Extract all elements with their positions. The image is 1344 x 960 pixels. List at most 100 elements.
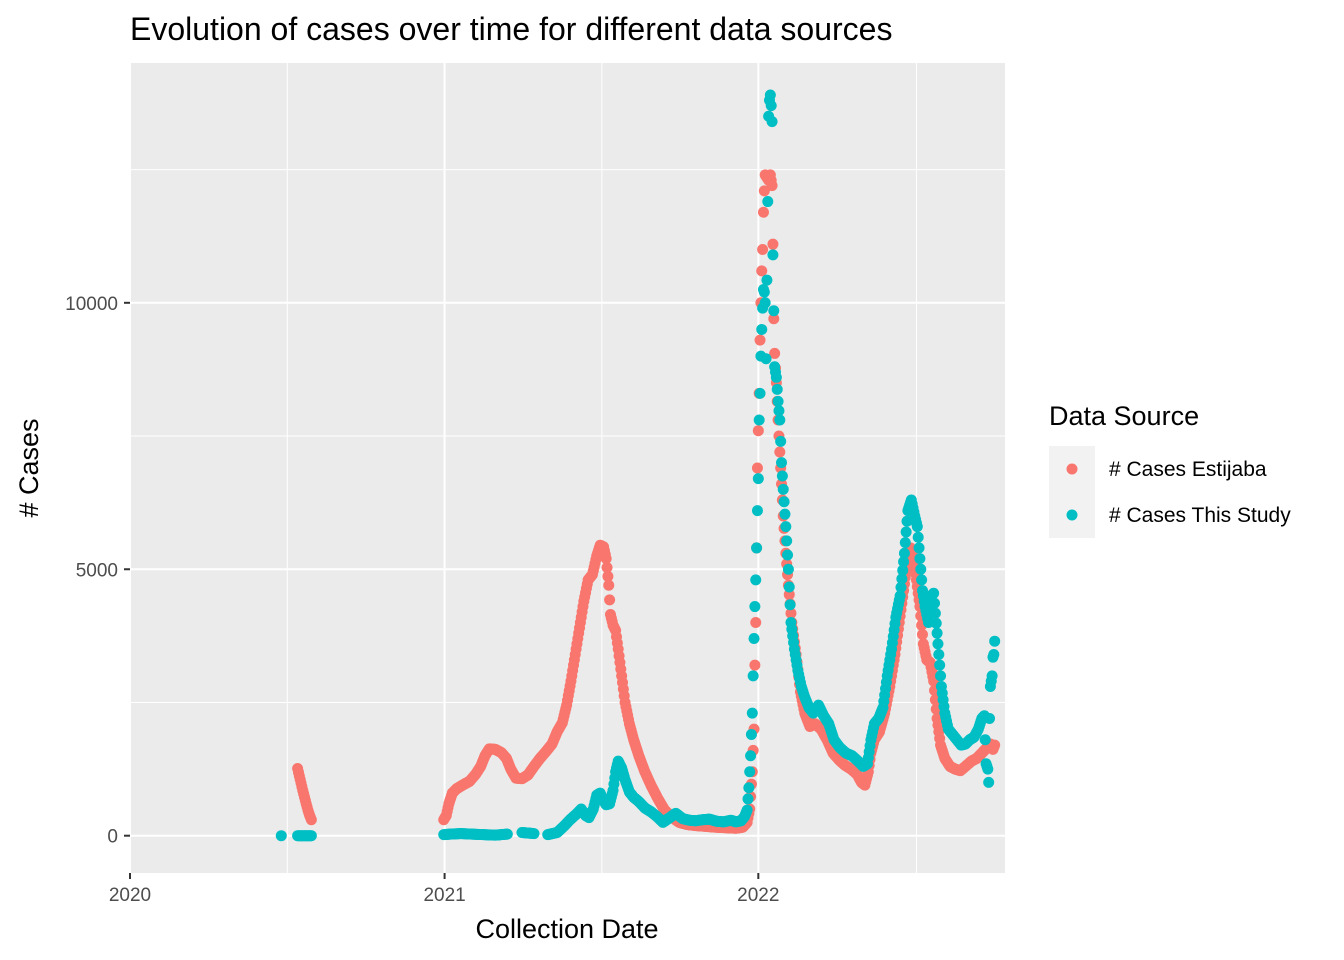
data-point — [899, 537, 911, 549]
axes: 0 5000 10000 2020 2021 2022 — [65, 294, 779, 906]
data-point — [746, 707, 758, 719]
data-point — [928, 587, 940, 599]
y-tick-label: 5000 — [76, 560, 118, 581]
legend-key-this-study — [1066, 509, 1078, 521]
data-point — [756, 265, 768, 277]
data-point — [933, 649, 945, 661]
data-point — [913, 542, 925, 554]
data-point — [930, 617, 942, 629]
data-point — [929, 597, 941, 609]
x-tick-label: 2020 — [109, 885, 151, 906]
data-point — [781, 535, 793, 547]
data-point — [751, 542, 763, 554]
x-tick-label: 2022 — [737, 885, 779, 906]
data-point — [758, 185, 770, 197]
plot-panel — [130, 63, 1005, 873]
data-point — [759, 297, 771, 309]
data-point — [929, 694, 941, 706]
data-point — [762, 196, 774, 208]
data-point — [778, 496, 790, 508]
data-point — [603, 579, 615, 591]
data-point — [932, 638, 944, 650]
data-point — [745, 750, 757, 762]
data-point — [984, 712, 996, 724]
x-axis-title: Collection Date — [475, 914, 658, 944]
data-point — [914, 553, 926, 565]
data-point — [761, 274, 773, 286]
data-point — [764, 89, 776, 101]
data-point — [912, 531, 924, 543]
data-point — [604, 594, 616, 606]
data-point — [901, 515, 913, 527]
data-point — [758, 286, 770, 298]
data-point — [768, 305, 780, 317]
legend-label: # Cases Estijaba — [1109, 458, 1267, 481]
data-point — [749, 659, 761, 671]
data-point — [979, 734, 991, 746]
data-point — [916, 574, 928, 586]
data-point — [896, 573, 908, 585]
data-point — [744, 766, 756, 778]
data-point — [779, 508, 791, 520]
data-point — [772, 395, 784, 407]
data-point — [305, 830, 317, 842]
data-point — [916, 629, 928, 641]
data-point — [747, 670, 759, 682]
data-point — [784, 599, 796, 611]
series-this-study — [275, 89, 1001, 842]
data-point — [929, 607, 941, 619]
data-point — [989, 635, 1001, 647]
data-point — [757, 244, 769, 256]
data-point — [776, 457, 788, 469]
y-axis-title: # Cases — [14, 418, 44, 517]
data-point — [780, 521, 792, 533]
data-point — [934, 659, 946, 671]
data-point — [767, 249, 779, 261]
data-point — [528, 828, 540, 840]
legend: Data Source # Cases Estijaba # Cases This… — [1049, 401, 1291, 538]
grid-lines — [129, 63, 1005, 873]
data-point — [748, 633, 760, 645]
data-point — [767, 238, 779, 250]
data-point — [782, 563, 794, 575]
data-point — [989, 739, 1001, 751]
data-point — [900, 526, 912, 538]
data-point — [741, 804, 753, 816]
data-point — [915, 563, 927, 575]
data-point — [745, 728, 757, 740]
data-point — [751, 462, 763, 474]
data-point — [751, 505, 763, 517]
data-point — [601, 561, 613, 573]
data-point — [757, 206, 769, 218]
data-point — [895, 581, 907, 593]
data-point — [750, 574, 762, 586]
data-point — [768, 313, 780, 325]
data-point — [602, 570, 614, 582]
data-point — [743, 782, 755, 794]
legend-title: Data Source — [1049, 401, 1199, 431]
data-point — [771, 383, 783, 395]
data-point — [774, 446, 786, 458]
data-point — [760, 353, 772, 365]
data-point — [756, 323, 768, 335]
data-point — [753, 414, 765, 426]
data-point — [752, 425, 764, 437]
legend-key-estijaba — [1066, 463, 1078, 475]
data-point — [770, 371, 782, 383]
data-point — [782, 549, 794, 561]
data-point — [783, 581, 795, 593]
data-point — [776, 470, 788, 482]
data-point — [982, 763, 994, 775]
data-point — [765, 100, 777, 112]
legend-label: # Cases This Study — [1109, 504, 1291, 527]
data-point — [894, 590, 906, 602]
data-point — [766, 116, 778, 128]
data-point — [911, 521, 923, 533]
data-point — [600, 553, 612, 565]
data-point — [749, 601, 761, 613]
data-point — [754, 387, 766, 399]
data-point — [935, 670, 947, 682]
data-point — [752, 473, 764, 485]
data-point — [754, 334, 766, 346]
